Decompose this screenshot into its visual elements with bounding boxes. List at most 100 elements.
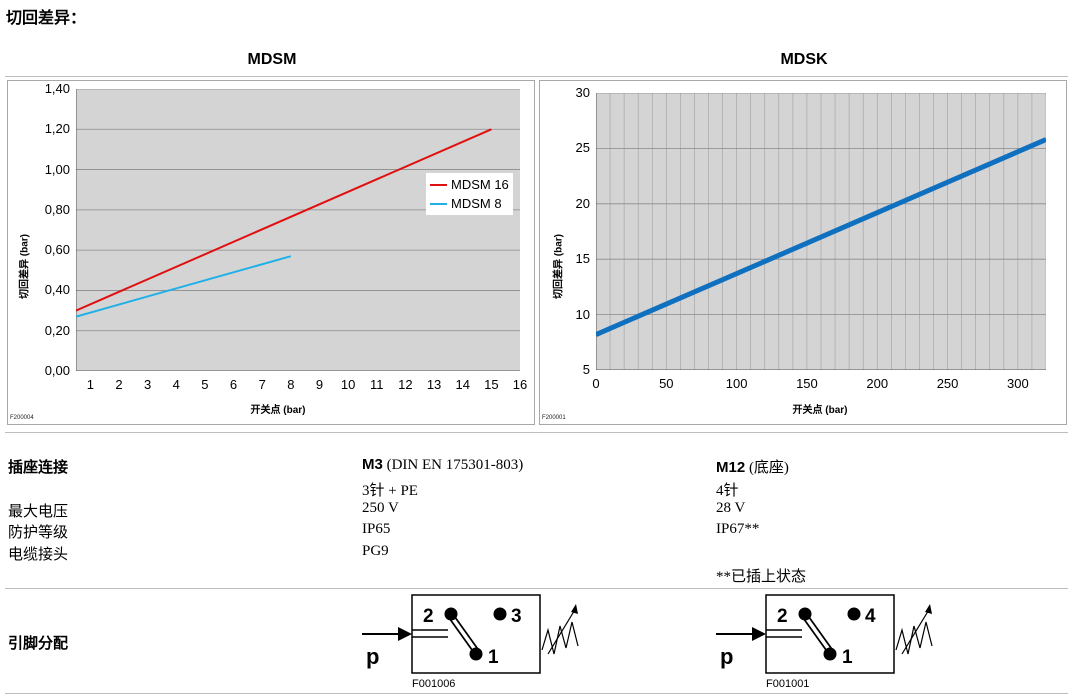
pin-label-b: 4 xyxy=(865,606,876,627)
switch-contact-inner xyxy=(803,614,832,653)
m3-protection: IP65 xyxy=(362,521,391,537)
divider xyxy=(5,693,1068,694)
pin-dot xyxy=(469,647,483,661)
y-tick-label: 5 xyxy=(582,362,590,377)
series-line-1 xyxy=(596,137,1046,337)
chart-panel-mdsk: 5 10 15 20 25 30 0 50 100 150 200 250 300 切回差异 (bar… xyxy=(539,80,1067,425)
m12-pin-diagram: 2 4 1 p F001001 xyxy=(716,594,933,690)
x-tick-label: 200 xyxy=(866,376,889,391)
x-tick-label: 50 xyxy=(659,376,674,391)
y-tick-label: 10 xyxy=(575,306,590,322)
m3-pins: 3针 + PE xyxy=(362,483,418,499)
chart-title-mdsm: MDSM xyxy=(247,51,297,68)
adjust-arrow-line xyxy=(547,607,577,655)
chart-svg-mdsm xyxy=(76,89,520,371)
pin-heading: 引脚分配 xyxy=(8,635,69,652)
pressure-label: p xyxy=(720,644,733,669)
y-axis-label-mdsk: 切回差异 (bar) xyxy=(553,234,565,299)
m3-name: M3 xyxy=(362,456,383,473)
m12-voltage: 28 V xyxy=(716,500,746,516)
y-tick-label: 1,40 xyxy=(44,81,70,96)
pin-dot xyxy=(798,607,812,621)
x-tick-label: 1 xyxy=(86,377,94,392)
label-protection: 防护等级 xyxy=(8,525,69,541)
y-tick-label: 25 xyxy=(575,140,590,156)
y-tick-label: 1,20 xyxy=(44,121,70,137)
m12-note: **已插上状态 xyxy=(716,569,807,585)
legend-swatch-blue xyxy=(430,202,447,205)
legend-item: MDSM 8 xyxy=(430,194,509,213)
legend-item: MDSM 16 xyxy=(430,175,509,194)
plot-area-mdsk xyxy=(596,93,1046,370)
divider xyxy=(5,588,1068,589)
pin-label-a: 2 xyxy=(423,606,434,627)
x-tick-label: 4 xyxy=(172,377,180,392)
m12-title: M12 (底座) xyxy=(716,456,789,477)
y-tick-label: 30 xyxy=(575,85,590,100)
pressure-label: p xyxy=(366,644,379,669)
m12-standard: (底座) xyxy=(745,460,789,476)
x-tick-label: 5 xyxy=(201,377,209,392)
label-cable-gland: 电缆接头 xyxy=(8,547,69,563)
x-tick-label: 12 xyxy=(398,377,413,392)
y-tick-label: 15 xyxy=(575,251,590,267)
m3-pin-diagram: 2 3 1 p F001006 xyxy=(362,594,579,690)
m12-protection: IP67** xyxy=(716,521,760,537)
x-tick-label: 16 xyxy=(512,377,528,392)
spring-icon xyxy=(541,621,579,655)
chart-title-mdsk: MDSK xyxy=(780,51,828,68)
legend-label: MDSM 16 xyxy=(451,177,509,192)
legend-mdsm: MDSM 16 MDSM 8 xyxy=(426,173,513,215)
spring-icon xyxy=(895,621,933,655)
pin-label-c: 1 xyxy=(488,647,499,668)
x-tick-label: 0 xyxy=(592,376,600,391)
plot-area-mdsm xyxy=(76,89,520,371)
page-heading: 切回差异： xyxy=(6,10,87,27)
y-tick-label: 0,00 xyxy=(44,363,70,378)
pressure-arrow-head xyxy=(752,627,766,641)
label-max-voltage: 最大电压 xyxy=(8,504,69,520)
y-tick-label: 0,60 xyxy=(44,242,70,258)
x-tick-label: 13 xyxy=(426,377,442,392)
diagram-code: F001001 xyxy=(766,678,809,690)
series-line-2 xyxy=(76,255,292,318)
series-line-1 xyxy=(76,128,492,312)
pin-label-c: 1 xyxy=(842,647,853,668)
connector-heading: 插座连接 xyxy=(8,459,69,476)
legend-swatch-red xyxy=(430,183,447,186)
x-tick-label: 9 xyxy=(315,377,324,392)
pin-label-b: 3 xyxy=(511,606,522,627)
m3-gland: PG9 xyxy=(362,543,389,559)
figure-code: F200004 xyxy=(10,415,34,421)
adjust-arrow-line xyxy=(901,607,931,655)
m3-standard: (DIN EN 175301-803) xyxy=(382,457,524,473)
pin-dot xyxy=(493,607,507,621)
x-tick-label: 2 xyxy=(115,377,123,392)
x-tick-label: 7 xyxy=(258,377,266,392)
divider xyxy=(5,76,1068,77)
m12-name: M12 xyxy=(716,459,746,476)
y-axis-label-mdsm: 切回差异 (bar) xyxy=(19,234,31,299)
adjust-arrow-head xyxy=(925,604,932,614)
x-tick-label: 6 xyxy=(229,377,238,392)
x-axis-label-mdsk: 开关点 (bar) xyxy=(792,405,848,416)
x-tick-label: 100 xyxy=(725,376,748,391)
divider xyxy=(5,432,1068,433)
m3-title: M3 (DIN EN 175301-803) xyxy=(362,456,523,474)
x-axis-label-mdsm: 开关点 (bar) xyxy=(250,405,306,416)
pin-label-a: 2 xyxy=(777,606,788,627)
y-tick-label: 0,80 xyxy=(44,201,70,217)
x-tick-label: 300 xyxy=(1007,376,1029,391)
m12-pins: 4针 xyxy=(716,483,739,499)
chart-svg-mdsk xyxy=(596,93,1046,370)
m3-voltage: 250 V xyxy=(362,500,399,516)
adjust-arrow-head xyxy=(571,604,578,614)
switch-contact-inner xyxy=(449,614,478,653)
x-tick-label: 15 xyxy=(484,377,499,392)
x-tick-label: 14 xyxy=(455,377,470,392)
y-tick-label: 0,20 xyxy=(44,322,70,338)
figure-code: F200001 xyxy=(542,415,566,421)
x-tick-label: 3 xyxy=(143,377,152,392)
pin-dot xyxy=(847,607,861,621)
